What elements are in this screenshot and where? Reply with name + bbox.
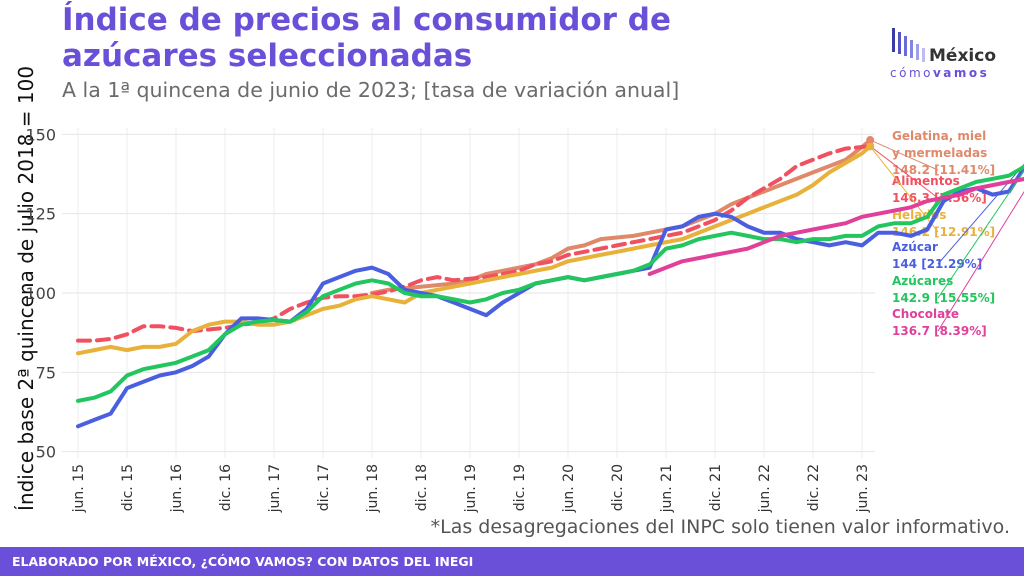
x-tick-label: dic. 22 — [806, 464, 822, 511]
series-value-label: 136.7 [8.39%] — [892, 324, 987, 338]
logo-name: México — [929, 46, 996, 66]
series-value-label: 144 [21.29%] — [892, 257, 982, 271]
series-label-connector — [869, 139, 939, 171]
series-line — [370, 138, 873, 295]
x-tick-label: dic. 21 — [708, 464, 724, 511]
logo: México cómovamos — [890, 26, 1010, 86]
logo-sub-b: vamos — [932, 66, 990, 80]
footnote: *Las desagregaciones del INPC solo tiene… — [430, 516, 1010, 538]
footer-text: ELABORADO POR MÉXICO, ¿CÓMO VAMOS? CON D… — [12, 554, 474, 569]
series-name-label: Alimentos — [892, 174, 960, 188]
x-tick-label: dic. 15 — [120, 464, 136, 511]
series-line — [76, 144, 873, 343]
series-line — [76, 144, 873, 356]
y-tick-label: 100 — [25, 284, 56, 303]
x-tick-label: jun. 17 — [267, 464, 283, 513]
series-name-label: Chocolate — [892, 307, 959, 321]
x-tick-label: dic. 19 — [512, 464, 528, 511]
chart-title: Índice de precios al consumidor de azúca… — [62, 2, 671, 74]
series-name-label: Azúcar — [892, 240, 938, 254]
chart-subtitle: A la 1ª quincena de junio de 2023; [tasa… — [62, 78, 680, 102]
x-tick-label: jun. 19 — [463, 464, 479, 513]
series-label-connector — [869, 145, 939, 199]
x-tick-label: dic. 17 — [316, 464, 332, 511]
logo-sub-a: cómo — [890, 66, 933, 80]
x-tick-label: jun. 18 — [365, 464, 381, 513]
series-value-label: 148.2 [11.41%] — [892, 163, 995, 177]
x-tick-label: jun. 20 — [561, 464, 577, 513]
y-tick-label: 150 — [25, 125, 56, 144]
y-tick-label: 125 — [25, 205, 56, 224]
footer-bar: ELABORADO POR MÉXICO, ¿CÓMO VAMOS? CON D… — [0, 547, 1024, 576]
x-tick-label: jun. 15 — [71, 464, 87, 513]
x-tick-label: dic. 18 — [414, 464, 430, 511]
x-tick-label: dic. 20 — [610, 464, 626, 511]
x-tick-label: jun. 16 — [169, 464, 185, 513]
x-tick-label: jun. 23 — [855, 464, 871, 513]
y-tick-label: 75 — [36, 363, 56, 382]
series-label-connector — [937, 190, 1024, 332]
x-tick-label: dic. 16 — [218, 464, 234, 511]
y-tick-label: 50 — [36, 443, 56, 462]
series-name-label: Azúcares — [892, 274, 953, 288]
series-value-label: 142.9 [15.55%] — [892, 291, 995, 305]
series-value-label: 146.2 [12.91%] — [892, 225, 995, 239]
series-line — [647, 177, 1024, 276]
logo-bars-icon — [892, 28, 925, 62]
logo-subtitle: cómovamos — [890, 66, 989, 80]
series-line — [76, 164, 1024, 403]
series-line — [76, 164, 1024, 429]
x-tick-label: jun. 22 — [757, 464, 773, 513]
x-tick-label: jun. 21 — [659, 464, 675, 513]
series-name-label: Gelatina, miel y mermeladas — [892, 129, 987, 160]
